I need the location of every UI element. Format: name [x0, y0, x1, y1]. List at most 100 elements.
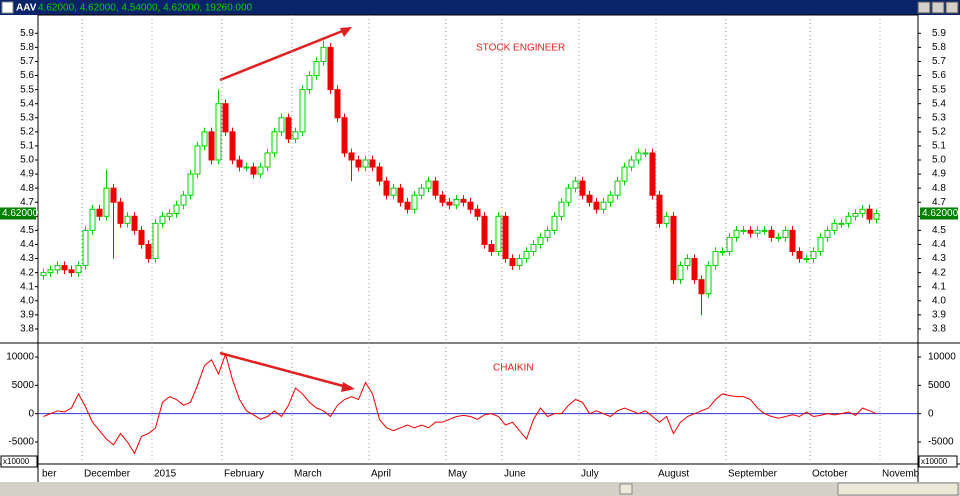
candle	[54, 261, 61, 275]
candle	[866, 205, 873, 224]
x-tick-label: February	[224, 469, 264, 480]
maximize-button[interactable]	[931, 1, 945, 14]
candle-body	[96, 208, 103, 217]
candle	[831, 219, 838, 235]
candle	[313, 57, 320, 80]
candle-body	[278, 117, 285, 133]
candle	[789, 226, 796, 256]
candle-body	[677, 265, 684, 281]
candle-body	[852, 212, 859, 217]
candle-body	[376, 166, 383, 182]
y-tick-label: 4.8	[932, 183, 946, 194]
y-tick-label: 5.6	[20, 70, 34, 81]
candle	[341, 113, 348, 158]
candle	[558, 198, 565, 221]
candle-body	[327, 46, 334, 91]
scroll-thumb[interactable]	[619, 483, 633, 495]
title-bar	[0, 0, 960, 15]
candle-body	[306, 75, 313, 91]
y-tick-label: 5.7	[20, 56, 34, 67]
candle	[453, 195, 460, 210]
candle-body	[712, 250, 719, 267]
x-tick-label: Novemb	[882, 469, 920, 480]
candle	[348, 148, 355, 182]
candle-body	[61, 265, 68, 271]
candle	[607, 190, 614, 207]
x-tick-label: October	[812, 469, 848, 480]
candle	[670, 212, 677, 284]
candle-body	[642, 152, 649, 155]
candle-body	[110, 187, 117, 203]
candle	[243, 162, 250, 172]
candle-body	[635, 152, 642, 161]
y-tick-label: 4.2	[932, 267, 946, 278]
y-tick-label: 5.2	[932, 126, 946, 137]
candle-body	[684, 258, 691, 267]
y-tick-label: 4.9	[932, 169, 946, 180]
candle-body	[243, 166, 250, 169]
candle-body	[719, 250, 726, 253]
candle	[222, 99, 229, 137]
candle	[131, 212, 138, 235]
candle	[439, 190, 446, 207]
y-tick-label: 10000	[928, 352, 956, 363]
candle	[138, 226, 145, 249]
candle	[68, 265, 75, 277]
candle	[82, 226, 89, 270]
candle-body	[257, 166, 264, 175]
candle-body	[341, 117, 348, 154]
y-tick-label: 5.9	[932, 28, 946, 39]
candle-body	[558, 201, 565, 217]
arrow-chaikin	[219, 351, 355, 392]
candle	[488, 240, 495, 256]
zoom-controls[interactable]	[837, 482, 959, 496]
y-tick-label: 5.2	[20, 126, 34, 137]
y-tick-label: 5.3	[932, 112, 946, 123]
candle-body	[600, 201, 607, 210]
x-tick-label: August	[658, 469, 689, 480]
candle	[593, 198, 600, 214]
candle	[684, 254, 691, 270]
candle	[355, 155, 362, 172]
x-tick-label: May	[448, 469, 467, 480]
candle-body	[215, 103, 222, 161]
candle-body	[537, 236, 544, 245]
candle-body	[628, 159, 635, 168]
candle	[691, 254, 698, 284]
candle	[40, 268, 47, 280]
candle-body	[68, 269, 75, 274]
candle-body	[467, 201, 474, 210]
candle-body	[362, 159, 369, 168]
y-tick-label: 5.4	[932, 98, 946, 109]
minimize-button[interactable]	[917, 1, 931, 14]
candle-body	[404, 201, 411, 210]
y-tick-label: 5.3	[20, 112, 34, 123]
candle	[124, 212, 131, 228]
candle	[404, 198, 411, 214]
candle-body	[460, 198, 467, 203]
candle	[229, 127, 236, 165]
scale-label: x10000	[3, 457, 30, 466]
candle-body	[656, 194, 663, 224]
oscillator-line	[43, 352, 877, 455]
candle-body	[670, 215, 677, 281]
candle-body	[187, 173, 194, 196]
y-tick-label: 5.0	[932, 155, 946, 166]
candle-body	[768, 229, 775, 238]
candle-body	[166, 212, 173, 217]
candle-body	[810, 250, 817, 260]
y-tick-label: 5.5	[20, 84, 34, 95]
candle-body	[488, 243, 495, 252]
quote-text: 4.62000, 4.62000, 4.54000, 4.62000, 1926…	[38, 3, 253, 14]
candle-body	[481, 215, 488, 245]
scrollbar[interactable]	[0, 482, 960, 496]
candle-body	[236, 159, 243, 168]
candle	[460, 195, 467, 207]
candle	[474, 205, 481, 221]
y-tick-label: 5.8	[932, 42, 946, 53]
close-button[interactable]	[945, 1, 959, 14]
candle-body	[355, 159, 362, 168]
candle-body	[726, 236, 733, 252]
candle	[663, 212, 670, 228]
